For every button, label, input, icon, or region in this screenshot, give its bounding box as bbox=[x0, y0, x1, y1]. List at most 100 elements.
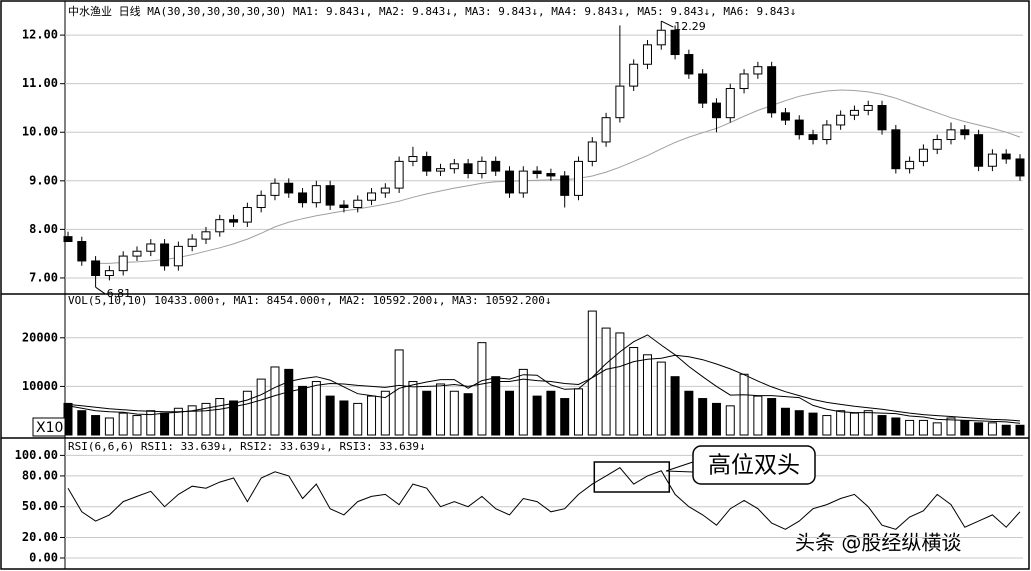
volume-bar bbox=[711, 402, 721, 436]
candle-body bbox=[629, 63, 639, 87]
volume-bar bbox=[573, 388, 583, 436]
indicator-line bbox=[95, 89, 1021, 264]
volume-bar bbox=[380, 390, 390, 436]
volume-bar bbox=[160, 412, 170, 436]
candle-body bbox=[1015, 158, 1025, 177]
annotation-leader bbox=[661, 20, 674, 28]
volume-bar bbox=[642, 354, 652, 436]
candle-body bbox=[711, 102, 721, 119]
candle-body bbox=[367, 192, 377, 201]
volume-bar bbox=[215, 398, 225, 436]
volume-bar bbox=[725, 405, 735, 436]
volume-bar bbox=[408, 381, 418, 436]
candle-body bbox=[256, 194, 266, 209]
high-annotation: 12.29 bbox=[674, 20, 706, 33]
volume-bar bbox=[822, 415, 832, 436]
candle-body bbox=[339, 204, 349, 209]
volume-bar bbox=[270, 366, 280, 436]
y-tick-label: 12.00 bbox=[22, 28, 58, 42]
volume-bar bbox=[739, 373, 749, 436]
volume-bar bbox=[601, 327, 611, 436]
volume-bar bbox=[104, 417, 114, 436]
candle-body bbox=[311, 185, 321, 204]
volume-bar bbox=[808, 412, 818, 436]
candle-body bbox=[63, 236, 73, 243]
candle-body bbox=[173, 245, 183, 267]
volume-bar bbox=[918, 419, 928, 436]
candle-body bbox=[463, 163, 473, 175]
candle-body bbox=[325, 185, 335, 206]
annotation-leader bbox=[95, 286, 106, 295]
candle-body bbox=[408, 156, 418, 162]
candle-body bbox=[380, 187, 390, 194]
candle-body bbox=[946, 129, 956, 141]
y-tick-label: 80.00 bbox=[22, 468, 58, 482]
candle-body bbox=[684, 54, 694, 75]
y-tick-label: 10000 bbox=[22, 379, 58, 393]
candle-body bbox=[974, 134, 984, 167]
candle-body bbox=[160, 243, 170, 267]
candle-body bbox=[891, 129, 901, 170]
volume-bar bbox=[505, 390, 515, 436]
highlight-box bbox=[593, 461, 671, 493]
y-tick-label: 50.00 bbox=[22, 499, 58, 513]
candle-body bbox=[77, 241, 87, 262]
candle-body bbox=[587, 141, 597, 162]
candle-body bbox=[918, 148, 928, 162]
volume-bar bbox=[463, 393, 473, 436]
volume-bar bbox=[560, 398, 570, 436]
volume-bar bbox=[284, 368, 294, 436]
volume-bar bbox=[656, 361, 666, 436]
volume-bar bbox=[187, 405, 197, 436]
candle-body bbox=[491, 160, 501, 172]
candle-body bbox=[298, 192, 308, 204]
candle-body bbox=[505, 170, 515, 194]
candle-body bbox=[436, 168, 446, 172]
watermark: 头条 @股经纵横谈 bbox=[795, 531, 961, 555]
volume-bar bbox=[298, 385, 308, 436]
volume-bar bbox=[118, 412, 128, 436]
volume-bar bbox=[325, 395, 335, 436]
volume-bar bbox=[849, 412, 859, 436]
candle-body bbox=[187, 238, 197, 247]
volume-bar bbox=[311, 381, 321, 436]
y-tick-label: 9.00 bbox=[29, 173, 58, 187]
indicator-header: 中水渔业 日线 MA(30,30,30,30,30,30) MA1: 9.843… bbox=[68, 4, 796, 18]
volume-bar bbox=[532, 395, 542, 436]
candle-body bbox=[270, 182, 280, 196]
unit-box bbox=[32, 417, 66, 437]
candle-body bbox=[132, 250, 142, 257]
volume-bar bbox=[422, 390, 432, 436]
candle-body bbox=[1001, 153, 1011, 160]
indicator-line bbox=[67, 467, 1021, 530]
candle-body bbox=[656, 29, 666, 46]
y-tick-label: 8.00 bbox=[29, 222, 58, 236]
candle-body bbox=[201, 231, 211, 240]
y-tick-label: 20.00 bbox=[22, 530, 58, 544]
candle-body bbox=[780, 112, 790, 121]
candle-body bbox=[353, 199, 363, 209]
candle-body bbox=[242, 207, 252, 223]
candle-body bbox=[601, 117, 611, 143]
volume-bar bbox=[353, 402, 363, 436]
volume-bar bbox=[367, 395, 377, 436]
candle-body bbox=[215, 219, 225, 233]
candle-body bbox=[877, 105, 887, 131]
volume-bar bbox=[132, 415, 142, 436]
callout-box bbox=[692, 445, 816, 485]
candle-body bbox=[422, 156, 432, 172]
indicator-line bbox=[67, 354, 1021, 422]
volume-bar bbox=[491, 376, 501, 436]
candle-body bbox=[822, 124, 832, 141]
volume-bar bbox=[767, 398, 777, 436]
volume-bar bbox=[229, 400, 239, 436]
y-tick-label: 10.00 bbox=[22, 125, 58, 139]
volume-bar bbox=[946, 417, 956, 436]
candle-body bbox=[449, 163, 459, 170]
candle-body bbox=[615, 85, 625, 119]
volume-bar bbox=[753, 395, 763, 436]
volume-bar bbox=[173, 407, 183, 436]
indicator-header: VOL(5,10,10) 10433.000↑, MA1: 8454.000↑,… bbox=[68, 294, 551, 307]
volume-bar bbox=[449, 390, 459, 436]
